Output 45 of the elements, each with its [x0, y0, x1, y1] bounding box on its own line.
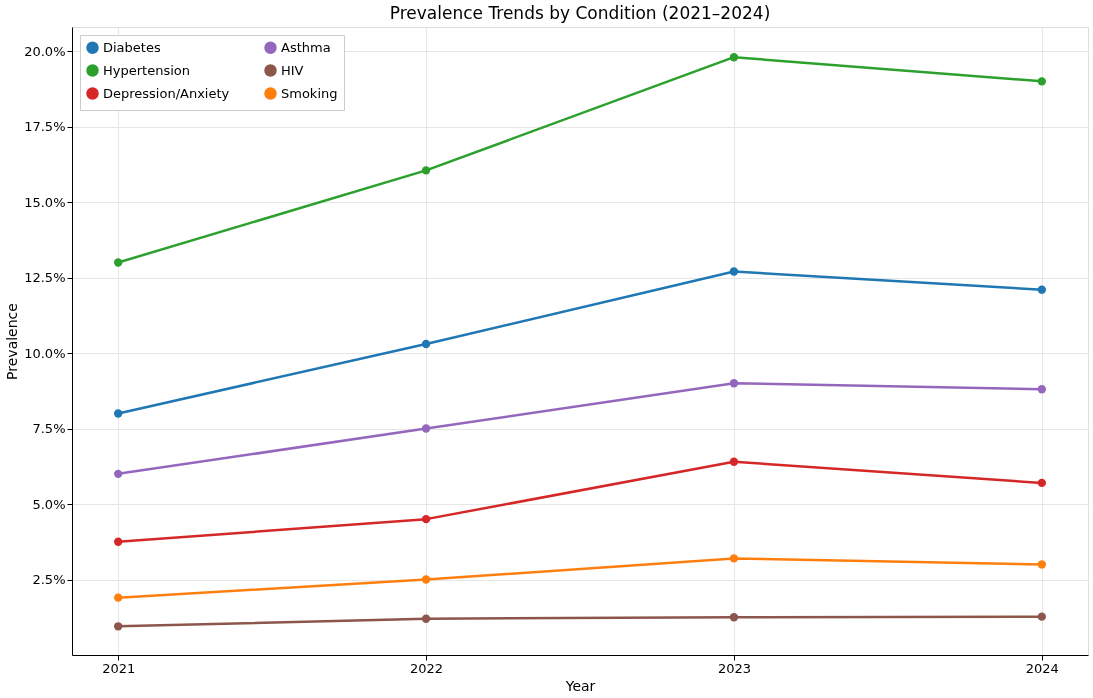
y-tick-label: 17.5% [24, 119, 66, 135]
point [1037, 77, 1046, 86]
point [729, 53, 739, 62]
x-tick-label: 2024 [1025, 660, 1059, 676]
point [114, 469, 123, 479]
x-tick-label: 2023 [717, 660, 751, 676]
point [1037, 478, 1046, 488]
point [114, 258, 123, 267]
point [114, 537, 123, 546]
point [729, 554, 739, 563]
point [421, 614, 431, 623]
point [1037, 560, 1046, 569]
y-tick-label: 2.5% [32, 572, 66, 588]
point [1037, 385, 1046, 394]
legend-label: Smoking [281, 85, 338, 101]
chart-title: Prevalence Trends by Condition (2021–2024) [389, 3, 771, 23]
legend-label: HIV [281, 62, 304, 78]
y-tick-label: 7.5% [32, 421, 66, 437]
legend-label: Asthma [281, 39, 331, 55]
point [729, 613, 739, 622]
point [1037, 285, 1046, 294]
x-tick-label: 2022 [410, 660, 444, 676]
point [729, 379, 739, 388]
y-tick-label: 15.0% [24, 194, 66, 210]
legend-label: Depression/Anxiety [103, 85, 230, 101]
point [1037, 612, 1046, 621]
point [114, 409, 123, 418]
y-tick-label: 5.0% [32, 496, 66, 512]
x-axis-title: Year [564, 677, 596, 694]
legend-label: Hypertension [103, 62, 190, 78]
legend-label: Diabetes [103, 39, 161, 55]
point [729, 267, 739, 276]
point [421, 339, 431, 349]
y-tick-label: 20.0% [24, 43, 66, 59]
y-tick-label: 10.0% [24, 345, 66, 361]
point [421, 424, 431, 433]
point [114, 593, 123, 602]
point [729, 457, 739, 466]
point [421, 166, 431, 175]
y-tick-label: 12.5% [24, 270, 66, 286]
point [421, 514, 431, 524]
point [114, 622, 123, 631]
point [421, 575, 431, 584]
y-axis-title: Prevalence [4, 303, 21, 380]
x-tick-label: 2021 [102, 660, 136, 676]
